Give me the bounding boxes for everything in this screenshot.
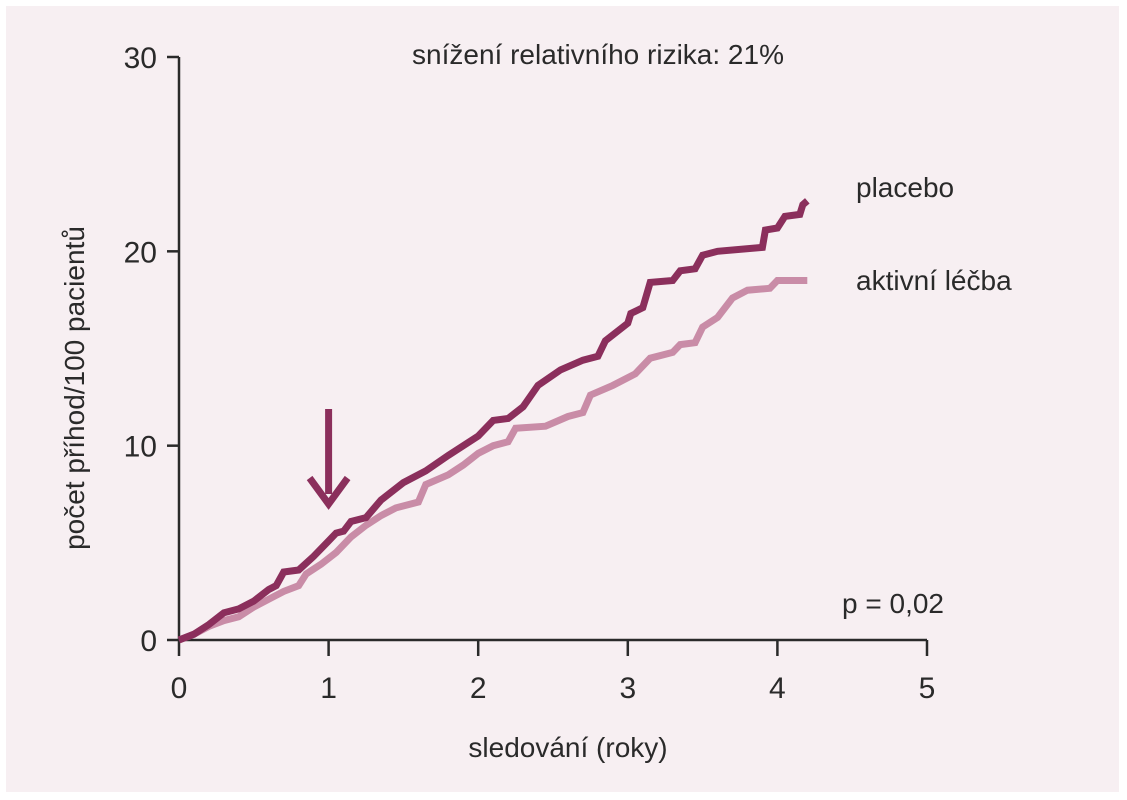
x-tick-label: 3 bbox=[619, 672, 636, 705]
arrow-head bbox=[306, 475, 351, 510]
y-tick-label: 10 bbox=[124, 431, 157, 464]
chart-panel: 0 10 20 30 0 1 2 3 4 5 snížení relativního rizik… bbox=[6, 6, 1119, 792]
down-arrow-icon bbox=[306, 409, 351, 510]
y-ticks: 0 10 20 30 bbox=[124, 42, 179, 658]
event-chart: 0 10 20 30 0 1 2 3 4 5 snížení relativního rizik… bbox=[59, 39, 1012, 763]
y-tick-label: 20 bbox=[124, 236, 157, 269]
x-tick-label: 2 bbox=[470, 672, 487, 705]
p-value-label: p = 0,02 bbox=[842, 588, 944, 619]
y-tick-label: 0 bbox=[140, 625, 157, 658]
series-lines bbox=[177, 198, 810, 644]
x-tick-label: 5 bbox=[919, 672, 936, 705]
x-tick-label: 1 bbox=[320, 672, 337, 705]
active-treatment-line bbox=[177, 277, 808, 644]
x-tick-label: 4 bbox=[769, 672, 786, 705]
risk-reduction-annotation: snížení relativního rizika: 21% bbox=[412, 39, 784, 70]
series-label-active: aktivní léčba bbox=[856, 265, 1012, 296]
series-label-placebo: placebo bbox=[856, 172, 954, 203]
x-tick-label: 0 bbox=[171, 672, 188, 705]
x-axis-label: sledování (roky) bbox=[468, 732, 667, 763]
x-ticks: 0 1 2 3 4 5 bbox=[171, 640, 936, 705]
y-axis-label: počet příhod/100 pacientů bbox=[59, 226, 90, 550]
axes bbox=[177, 57, 927, 642]
placebo-line bbox=[177, 198, 810, 644]
y-tick-label: 30 bbox=[124, 42, 157, 75]
